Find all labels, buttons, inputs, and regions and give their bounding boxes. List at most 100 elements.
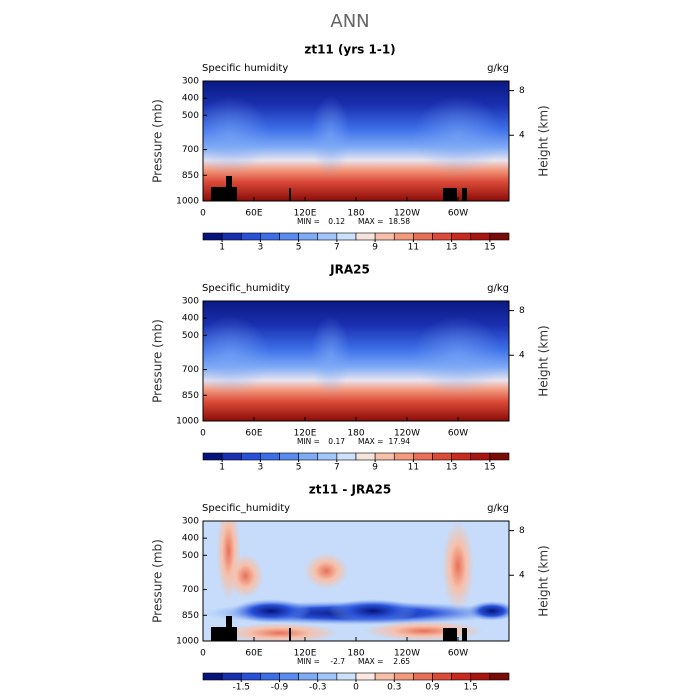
y-tick-label: 1000 — [176, 197, 199, 207]
y-tick-label: 300 — [182, 517, 199, 527]
x-tick-label: 120W — [394, 209, 420, 219]
colorbar-box — [432, 232, 452, 241]
colorbar-box — [221, 232, 242, 241]
colorbar-box — [374, 672, 395, 681]
terrain — [462, 188, 467, 201]
colorbar-box — [317, 232, 338, 241]
colorbar-box — [336, 672, 357, 681]
colorbar-box — [374, 232, 395, 241]
terrain — [226, 176, 232, 201]
colorbar-label: 5 — [296, 463, 302, 473]
field-bump — [310, 316, 351, 396]
x-tick-label: 60W — [448, 209, 468, 219]
min-value: 0.17 — [328, 437, 345, 446]
colorbar-label: 0.9 — [425, 683, 440, 693]
colorbar-box — [355, 452, 376, 461]
colorbar-box — [202, 452, 223, 461]
y-tick-label: 850 — [182, 171, 199, 181]
colorbar-box — [221, 452, 242, 461]
colorbar-box — [240, 232, 261, 241]
panel-title: JRA25 — [329, 263, 370, 277]
y-tick-label: 500 — [182, 111, 199, 121]
x-tick-label: 0 — [200, 429, 206, 439]
variable-label: Specific humidity — [202, 63, 288, 74]
colorbar-label: 7 — [334, 463, 340, 473]
colorbar-label: 1.5 — [464, 683, 478, 693]
x-tick-label: 0 — [200, 209, 206, 219]
x-tick-label: 180 — [347, 649, 364, 659]
variable-label: Specific_humidity — [202, 283, 290, 294]
terrain — [211, 187, 237, 201]
colorbar-box — [413, 452, 433, 461]
colorbar-box — [240, 672, 261, 681]
panel-title: zt11 (yrs 1-1) — [304, 43, 395, 57]
colorbar-box — [432, 672, 452, 681]
field-blob — [231, 599, 311, 623]
colorbar-box — [489, 452, 510, 461]
max-value: 2.65 — [393, 657, 410, 666]
max-value: 18.58 — [389, 217, 411, 226]
min-label: MIN = — [297, 657, 320, 666]
y-tick-label: 850 — [182, 611, 199, 621]
y-tick-label: 700 — [182, 145, 199, 155]
y-tick-label: 400 — [182, 534, 199, 544]
colorbar-box — [451, 672, 472, 681]
terrain — [226, 616, 232, 641]
colorbar-box — [202, 672, 223, 681]
y-tick-label: 700 — [182, 585, 199, 595]
terrain — [443, 628, 457, 641]
variable-label: Specific_humidity — [202, 503, 290, 514]
colorbar-box — [470, 452, 491, 461]
y2-tick-label: 8 — [519, 86, 525, 96]
min-label: MIN = — [297, 217, 320, 226]
y2-tick-label: 4 — [519, 131, 525, 141]
x-tick-label: 120E — [294, 209, 317, 219]
y-axis-label: Pressure (mb) — [151, 539, 165, 623]
max-label: MAX = — [358, 217, 383, 226]
field-blob — [304, 553, 349, 589]
colorbar-label: 3 — [258, 463, 264, 473]
colorbar-box — [279, 672, 299, 681]
colorbar-label: 7 — [334, 243, 340, 253]
colorbar-label: 0.3 — [387, 683, 401, 693]
x-tick-label: 180 — [347, 209, 364, 219]
colorbar-box — [413, 232, 433, 241]
colorbar-label: 5 — [296, 243, 302, 253]
x-tick-label: 120E — [294, 649, 317, 659]
max-label: MAX = — [358, 437, 383, 446]
colorbar-label: 3 — [258, 243, 264, 253]
y-tick-label: 1000 — [176, 417, 199, 427]
y-tick-label: 400 — [182, 314, 199, 324]
colorbar-box — [298, 232, 319, 241]
colorbar-box — [260, 452, 280, 461]
x-tick-label: 60E — [245, 429, 262, 439]
y2-tick-label: 8 — [519, 526, 525, 536]
field-bump — [413, 96, 503, 176]
y-axis-label: Pressure (mb) — [151, 319, 165, 403]
colorbar-box — [279, 452, 299, 461]
colorbar-box — [336, 452, 357, 461]
colorbar-box — [374, 452, 395, 461]
colorbar-label: 9 — [372, 463, 378, 473]
terrain — [211, 627, 237, 641]
contour-field — [203, 521, 509, 641]
colorbar-label: -1.5 — [232, 683, 250, 693]
field-blob — [467, 601, 509, 621]
y2-tick-label: 8 — [519, 306, 525, 316]
y2-tick-label: 4 — [519, 571, 525, 581]
y-tick-label: 300 — [182, 297, 199, 307]
y2-tick-label: 4 — [519, 351, 525, 361]
terrain — [462, 628, 467, 641]
field-bump — [203, 316, 270, 396]
colorbar-box — [260, 672, 280, 681]
y-tick-label: 300 — [182, 77, 199, 87]
colorbar-box — [298, 452, 319, 461]
field-blob — [442, 521, 474, 611]
colorbar-box — [240, 452, 261, 461]
y-tick-label: 1000 — [176, 637, 199, 647]
y-tick-label: 500 — [182, 551, 199, 561]
field — [203, 521, 509, 641]
x-tick-label: 60E — [245, 649, 262, 659]
